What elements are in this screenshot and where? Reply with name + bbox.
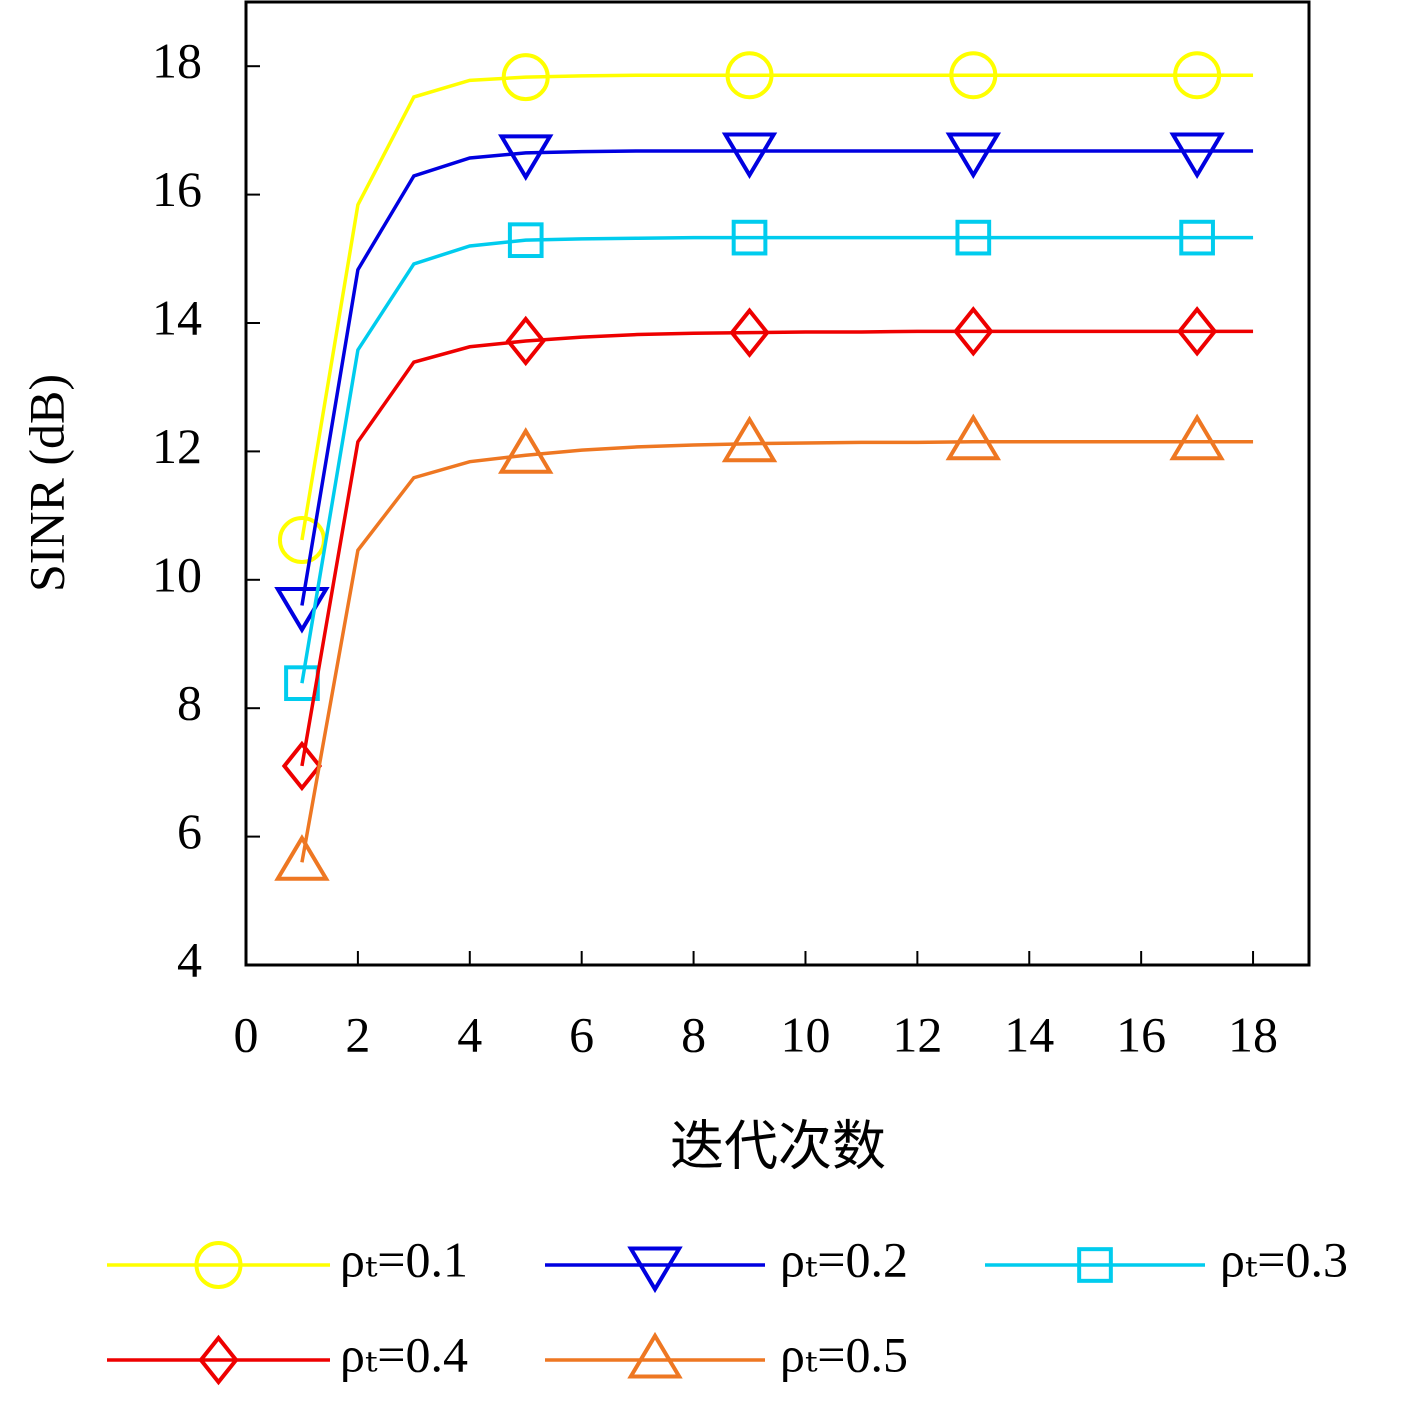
legend-label: ρₜ=0.3 xyxy=(1220,1231,1348,1287)
y-axis-label: SINR (dB) xyxy=(18,374,74,592)
plot-frame xyxy=(244,0,1311,967)
marker xyxy=(725,51,774,100)
legend-label: ρₜ=0.4 xyxy=(340,1326,468,1382)
marker xyxy=(955,219,992,256)
marker xyxy=(1169,413,1225,461)
series-line xyxy=(300,329,1254,767)
x-tick-label: 4 xyxy=(457,1006,482,1062)
marker xyxy=(1176,306,1218,357)
marker xyxy=(953,306,994,357)
marker xyxy=(274,834,330,881)
marker xyxy=(945,413,1002,461)
y-tick-label: 8 xyxy=(177,675,202,731)
series-line xyxy=(300,149,1254,606)
legend-marker xyxy=(194,1241,243,1289)
marker xyxy=(1179,219,1215,256)
marker xyxy=(729,307,770,358)
marker xyxy=(507,222,544,259)
legend-marker xyxy=(627,1246,683,1294)
y-tick-label: 6 xyxy=(177,803,202,859)
x-tick-label: 8 xyxy=(681,1006,706,1062)
marker xyxy=(731,219,768,256)
x-tick-label: 0 xyxy=(234,1006,259,1062)
marker xyxy=(498,427,554,474)
series-line xyxy=(300,235,1254,684)
x-tick-label: 10 xyxy=(780,1006,830,1062)
legend-label: ρₜ=0.1 xyxy=(340,1231,468,1287)
marker xyxy=(721,415,778,463)
legend-label: ρₜ=0.5 xyxy=(780,1326,908,1382)
marker xyxy=(945,132,1002,180)
legend-marker xyxy=(1077,1247,1113,1283)
x-tick-label: 14 xyxy=(1004,1006,1054,1062)
x-tick-label: 6 xyxy=(569,1006,594,1062)
marker xyxy=(1173,51,1222,100)
legend-label: ρₜ=0.2 xyxy=(780,1231,908,1287)
y-tick-label: 14 xyxy=(152,289,202,345)
y-tick-label: 18 xyxy=(152,33,202,89)
marker xyxy=(505,315,546,367)
marker xyxy=(1169,132,1225,180)
marker xyxy=(281,740,323,792)
marker xyxy=(949,51,998,100)
y-tick-label: 12 xyxy=(152,418,202,474)
series-line xyxy=(300,73,1254,541)
x-tick-label: 18 xyxy=(1228,1006,1278,1062)
legend-marker xyxy=(198,1334,239,1386)
y-tick-label: 10 xyxy=(152,546,202,602)
x-tick-label: 16 xyxy=(1116,1006,1166,1062)
x-tick-label: 12 xyxy=(892,1006,942,1062)
series-line xyxy=(300,440,1254,863)
marker xyxy=(721,132,778,180)
y-tick-label: 16 xyxy=(152,161,202,217)
x-tick-label: 2 xyxy=(345,1006,370,1062)
marker xyxy=(277,515,326,564)
marker xyxy=(498,134,554,181)
marker xyxy=(501,53,550,102)
y-tick-label: 4 xyxy=(177,931,202,987)
x-axis-label: 迭代次数 xyxy=(670,1115,886,1178)
legend-marker xyxy=(627,1331,683,1379)
